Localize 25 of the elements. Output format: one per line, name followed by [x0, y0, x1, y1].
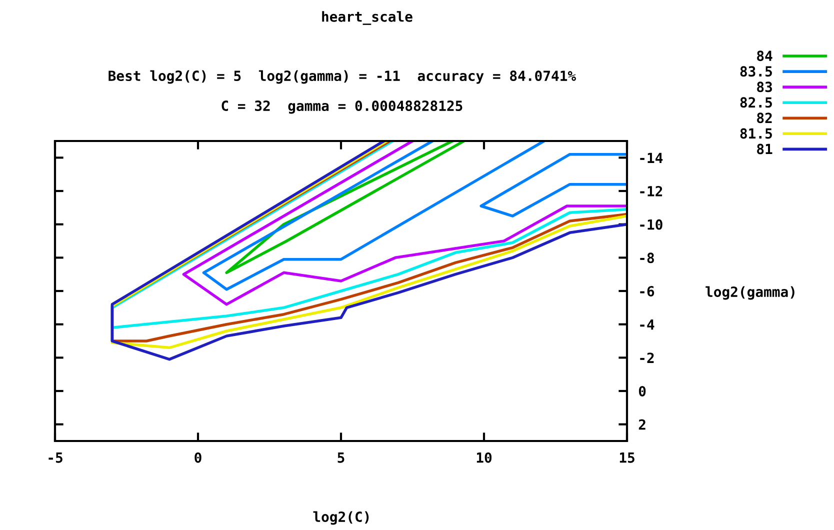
legend-label: 83.5: [740, 66, 772, 77]
x-tick-label: 15: [620, 452, 634, 463]
y-tick-label: -4: [640, 319, 654, 330]
legend-label: 81.5: [740, 128, 772, 139]
y-tick-label: 0: [638, 386, 646, 396]
x-axis-title: log2(C): [313, 511, 369, 525]
legend-label: 82.5: [740, 97, 772, 108]
y-tick-label: 2: [638, 419, 646, 430]
legend-label: 81: [757, 144, 772, 154]
y-tick-label: -2: [640, 352, 654, 363]
chart-title: heart_scale: [322, 11, 412, 25]
y-axis-title: log2(gamma): [706, 286, 794, 300]
y-tick-label: -6: [640, 286, 654, 296]
x-tick-label: -5: [48, 452, 62, 463]
legend-label: 84: [757, 50, 772, 62]
y-tick-label: -8: [640, 252, 654, 264]
x-tick-label: 0: [194, 452, 202, 463]
y-tick-label: -12: [640, 186, 662, 196]
legend-label: 83: [757, 82, 772, 92]
text: Best log2(C) = 5 log2(gamma) = -11 accuracy = 84.0741% C = 32 gamma = 0.00048828125: [108, 70, 576, 114]
legend-label: 82: [757, 112, 772, 124]
x-tick-label: 10: [476, 452, 492, 463]
x-tick-label: 5: [338, 452, 344, 463]
y-tick-label: -14: [640, 152, 663, 163]
y-tick-label: -10: [640, 219, 662, 230]
